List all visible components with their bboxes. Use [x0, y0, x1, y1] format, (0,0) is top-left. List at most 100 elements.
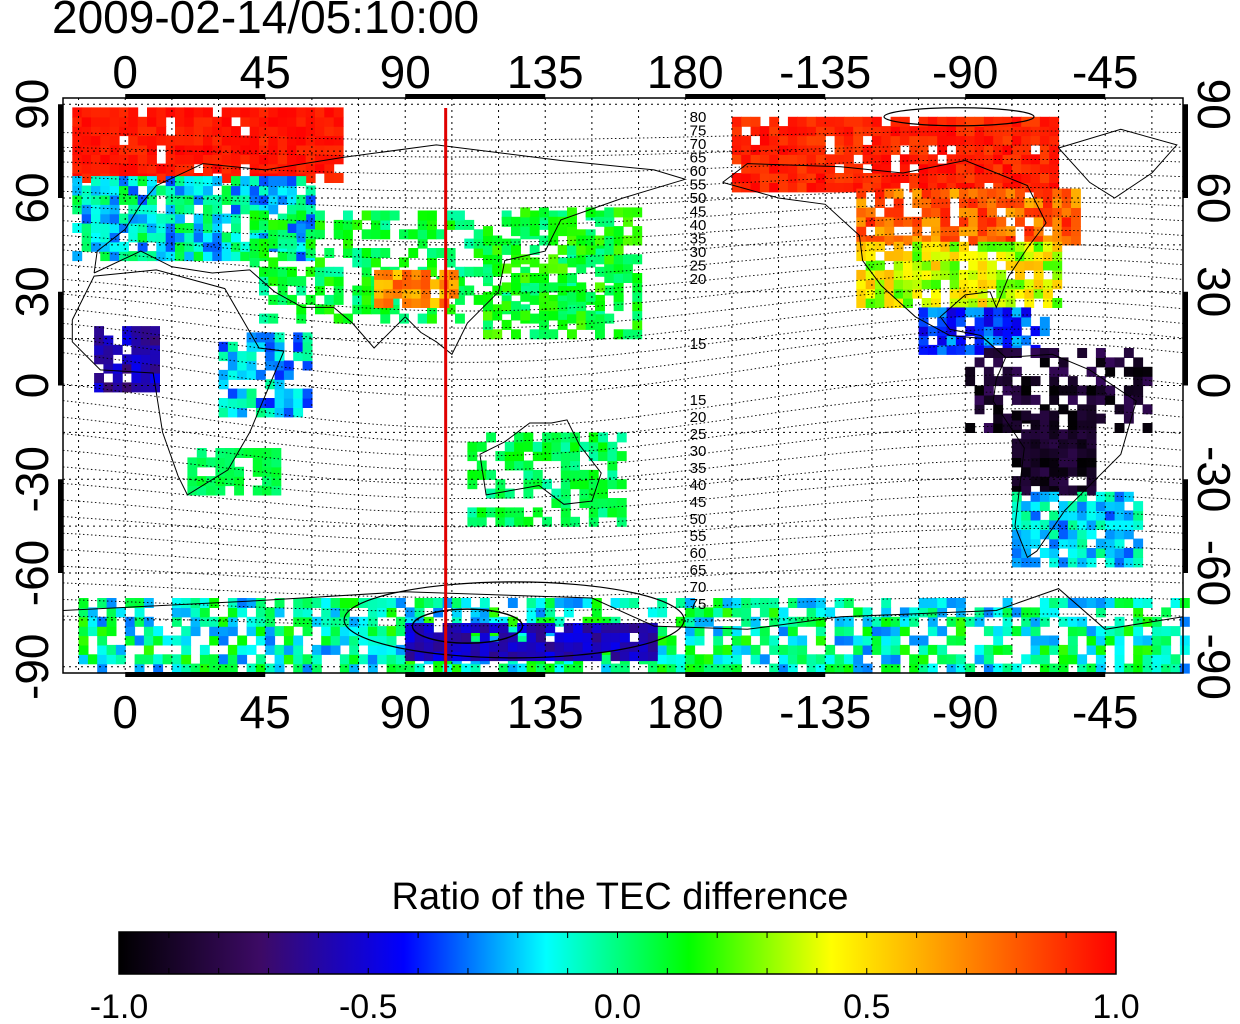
magnetic-contours: [62, 130, 1184, 627]
tec-cell: [1030, 348, 1041, 358]
tec-cell: [1114, 538, 1125, 549]
tec-cell: [209, 635, 220, 646]
tec-cell: [131, 326, 142, 337]
tec-cell: [535, 623, 546, 633]
tec-cell: [613, 235, 624, 246]
tec-cell: [931, 279, 941, 290]
tec-cell: [246, 388, 257, 399]
tec-cell: [171, 598, 182, 608]
tec-cell: [548, 210, 559, 221]
tec-cell: [862, 663, 873, 674]
tec-cell: [246, 360, 257, 371]
tec-cell: [968, 298, 979, 308]
tec-cell: [511, 254, 521, 265]
tec-cell: [523, 516, 534, 527]
tec-cell: [137, 213, 148, 224]
tec-cell: [585, 207, 596, 218]
tec-cell: [567, 273, 577, 283]
tec-cell: [349, 598, 360, 608]
tec-cell: [227, 607, 238, 618]
tec-cell: [1114, 557, 1125, 568]
tec-cell: [731, 635, 742, 646]
tec-cell: [209, 663, 220, 674]
tec-cell: [119, 163, 129, 174]
tec-cell: [231, 126, 241, 137]
magnetic-contour: [62, 187, 1184, 209]
tec-cell: [262, 485, 272, 496]
tec-cell: [433, 598, 444, 608]
tec-cell: [87, 654, 98, 665]
tec-cell: [302, 626, 313, 637]
tec-cell: [993, 635, 1004, 646]
tec-cell: [1123, 366, 1134, 377]
tec-cell: [921, 269, 932, 280]
tec-cell: [1011, 501, 1022, 512]
tec-cell: [918, 182, 929, 193]
tec-cell: [399, 257, 409, 268]
tec-cell: [489, 616, 500, 627]
tec-cell: [1024, 198, 1035, 208]
tec-cell: [106, 598, 117, 608]
tec-cell: [570, 479, 580, 490]
tec-cell: [797, 135, 808, 146]
tec-cell: [464, 266, 475, 277]
tec-cell: [1095, 548, 1106, 558]
tec-cell: [539, 329, 549, 340]
tec-cell: [134, 616, 145, 627]
colorbar: [118, 931, 1117, 975]
tec-cell: [1021, 538, 1032, 549]
bottom-longitude-label: -90: [932, 686, 998, 738]
tec-cell: [293, 351, 304, 362]
tec-cell: [1151, 644, 1162, 655]
tec-cell: [853, 116, 864, 127]
tec-cell: [613, 207, 624, 218]
tec-cell: [112, 363, 123, 374]
tec-cell: [433, 651, 444, 662]
tec-cell: [1030, 635, 1041, 646]
tec-cell: [567, 304, 577, 315]
tec-cell: [1095, 598, 1106, 608]
tec-cell: [175, 185, 185, 196]
tec-cell: [72, 223, 83, 233]
tec-cell: [72, 251, 83, 262]
tec-cell: [1077, 626, 1088, 637]
tec-cell: [825, 116, 836, 127]
tec-cell: [287, 163, 297, 174]
tec-cell: [277, 219, 288, 230]
tec-cell: [1002, 607, 1013, 618]
tec-cell: [483, 319, 493, 330]
tec-cell: [865, 235, 876, 246]
tec-cell: [315, 257, 325, 268]
frame-bar: [125, 94, 266, 99]
tec-cell: [517, 641, 528, 652]
magnetic-contour: [62, 144, 1184, 158]
tec-cell: [539, 319, 549, 330]
tec-cell: [140, 344, 151, 355]
tec-cell: [1011, 510, 1022, 521]
tec-cell: [255, 635, 266, 646]
tec-cell: [361, 248, 372, 258]
tec-cell: [1015, 260, 1025, 271]
tec-cell: [305, 144, 316, 155]
tec-cell: [899, 163, 910, 174]
bottom-longitude-label: -135: [779, 686, 871, 738]
tec-cell: [221, 232, 232, 243]
tec-cell: [405, 663, 416, 674]
tec-cell: [249, 107, 260, 118]
tec-cell: [1095, 510, 1106, 521]
tec-cell: [616, 516, 627, 527]
tec-cell: [585, 229, 596, 240]
tec-cell: [629, 651, 640, 662]
tec-cell: [175, 194, 185, 205]
tec-cell: [1077, 419, 1088, 430]
tec-cell: [203, 232, 213, 243]
tec-cell: [1086, 410, 1097, 421]
contour-label: 65: [690, 562, 707, 579]
tec-cell: [100, 194, 111, 205]
tec-cell: [1021, 457, 1032, 468]
tec-cell: [797, 644, 808, 655]
tec-cell: [1049, 348, 1060, 358]
tec-cell: [557, 226, 568, 237]
tec-cell: [277, 107, 288, 118]
tec-cell: [1123, 529, 1134, 540]
